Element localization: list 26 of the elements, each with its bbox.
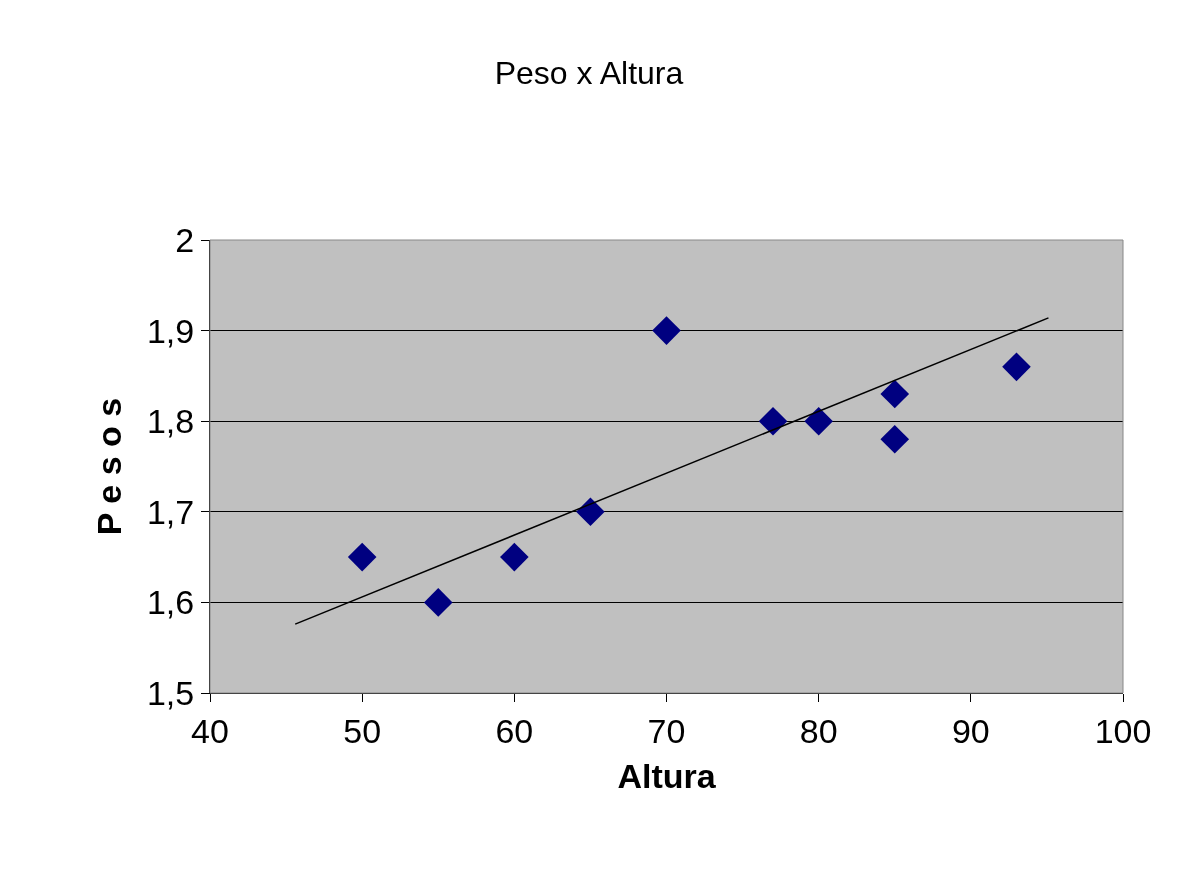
point <box>576 497 605 527</box>
x-tick-label: 80 <box>799 711 838 750</box>
y-tick-label: 1,6 <box>146 583 195 622</box>
point <box>652 316 681 345</box>
point <box>880 425 910 454</box>
y-axis-title: P e s o s <box>89 397 128 536</box>
point <box>423 588 453 617</box>
point <box>804 406 833 436</box>
x-tick-label: 60 <box>495 711 534 750</box>
point <box>347 542 377 572</box>
x-tick-label: 50 <box>343 711 382 750</box>
y-tick-label: 1,9 <box>146 311 195 350</box>
point <box>758 406 788 436</box>
y-tick-label: 1,5 <box>146 673 195 712</box>
x-axis-title: Altura <box>617 757 717 796</box>
y-tick-label: 2 <box>175 220 195 259</box>
x-tick-label: 90 <box>951 711 990 750</box>
point <box>500 542 529 572</box>
chart-title: Peso x Altura <box>494 55 684 92</box>
y-tick-label: 1,8 <box>146 402 195 441</box>
x-tick-label: 100 <box>1094 711 1152 750</box>
y-tick-label: 1,7 <box>146 492 195 531</box>
point <box>1002 352 1031 382</box>
point <box>880 379 910 409</box>
x-tick-label: 70 <box>647 711 686 750</box>
x-tick-label: 40 <box>191 711 229 750</box>
